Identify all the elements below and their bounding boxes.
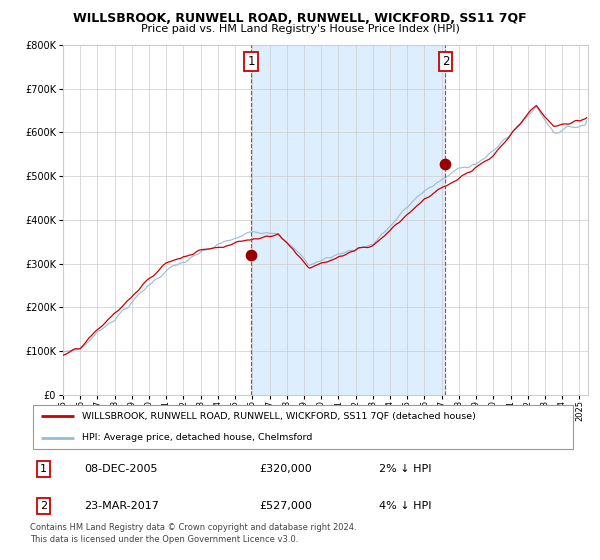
- Text: WILLSBROOK, RUNWELL ROAD, RUNWELL, WICKFORD, SS11 7QF: WILLSBROOK, RUNWELL ROAD, RUNWELL, WICKF…: [73, 12, 527, 25]
- Point: [440, 160, 450, 169]
- Bar: [251, 45, 445, 395]
- Text: £527,000: £527,000: [259, 501, 312, 511]
- FancyBboxPatch shape: [33, 405, 573, 449]
- Text: 1: 1: [40, 464, 47, 474]
- Text: HPI: Average price, detached house, Chelmsford: HPI: Average price, detached house, Chel…: [82, 433, 312, 442]
- Text: WILLSBROOK, RUNWELL ROAD, RUNWELL, WICKFORD, SS11 7QF (detached house): WILLSBROOK, RUNWELL ROAD, RUNWELL, WICKF…: [82, 412, 476, 421]
- Text: 1: 1: [247, 55, 255, 68]
- Text: 2: 2: [40, 501, 47, 511]
- Text: 23-MAR-2017: 23-MAR-2017: [85, 501, 160, 511]
- Text: 4% ↓ HPI: 4% ↓ HPI: [379, 501, 432, 511]
- Text: This data is licensed under the Open Government Licence v3.0.: This data is licensed under the Open Gov…: [30, 534, 298, 544]
- Text: Price paid vs. HM Land Registry's House Price Index (HPI): Price paid vs. HM Land Registry's House …: [140, 24, 460, 34]
- Text: 2% ↓ HPI: 2% ↓ HPI: [379, 464, 432, 474]
- Point: [246, 250, 256, 259]
- Text: 08-DEC-2005: 08-DEC-2005: [85, 464, 158, 474]
- Text: 2: 2: [442, 55, 449, 68]
- Text: Contains HM Land Registry data © Crown copyright and database right 2024.: Contains HM Land Registry data © Crown c…: [30, 523, 356, 533]
- Text: £320,000: £320,000: [259, 464, 312, 474]
